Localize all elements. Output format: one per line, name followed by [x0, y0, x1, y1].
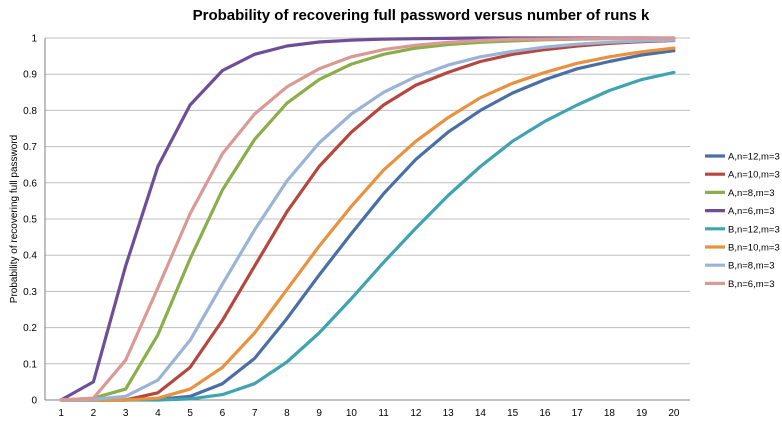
chart-title: Probability of recovering full password … — [193, 7, 650, 24]
legend-item: A,n=12,m=3 — [705, 152, 780, 163]
x-tick-label: 9 — [316, 408, 322, 419]
y-axis-label: Probability of recovering full password — [9, 135, 20, 303]
x-tick-label: 13 — [443, 408, 455, 419]
x-tick-label: 20 — [668, 408, 680, 419]
legend-label: B,n=6,m=3 — [728, 279, 774, 290]
x-tick-label: 1 — [58, 408, 64, 419]
y-tick-label: 0 — [31, 396, 37, 407]
x-tick-label: 12 — [410, 408, 422, 419]
legend-label: A,n=12,m=3 — [728, 152, 780, 163]
x-tick-label: 6 — [220, 408, 226, 419]
legend-item: A,n=10,m=3 — [705, 170, 780, 181]
y-axis-ticks: 0 0.1 0.2 0.3 0.4 0.5 0.6 0.7 0.8 0.9 1 — [23, 34, 37, 407]
x-tick-label: 10 — [346, 408, 358, 419]
legend-label: A,n=6,m=3 — [728, 206, 774, 217]
series-line-6 — [59, 46, 676, 402]
x-tick-label: 11 — [378, 408, 389, 419]
y-tick-label: 1 — [31, 34, 37, 45]
y-tick-label: 0.3 — [23, 287, 37, 298]
legend-item: B,n=8,m=3 — [705, 261, 774, 272]
legend-item: B,n=12,m=3 — [705, 224, 780, 235]
legend-item: B,n=6,m=3 — [705, 279, 774, 290]
x-tick-label: 18 — [604, 408, 616, 419]
series-line-2 — [59, 38, 676, 402]
y-tick-label: 0.8 — [23, 106, 37, 117]
grid — [45, 37, 690, 365]
plot-series — [59, 36, 676, 402]
x-tick-label: 14 — [475, 408, 487, 419]
legend-label: B,n=12,m=3 — [728, 224, 780, 235]
legend-label: B,n=8,m=3 — [728, 261, 774, 272]
x-tick-label: 2 — [91, 408, 97, 419]
x-tick-label: 3 — [123, 408, 129, 419]
series-line-5 — [59, 70, 676, 402]
legend: A,n=12,m=3 A,n=10,m=3 A,n=8,m=3 A,n=6,m=3 B,… — [705, 152, 780, 290]
y-tick-label: 0.1 — [23, 359, 37, 370]
y-tick-label: 0.4 — [23, 251, 37, 262]
x-tick-label: 19 — [636, 408, 648, 419]
x-tick-label: 7 — [252, 408, 258, 419]
y-tick-label: 0.5 — [23, 215, 37, 226]
series-line-7 — [59, 38, 676, 402]
x-tick-label: 5 — [187, 408, 193, 419]
y-tick-label: 0.2 — [23, 323, 37, 334]
legend-item: A,n=6,m=3 — [705, 206, 774, 217]
x-tick-label: 17 — [572, 408, 584, 419]
series-line-8 — [59, 36, 676, 402]
legend-item: B,n=10,m=3 — [705, 243, 780, 254]
y-tick-label: 0.7 — [23, 142, 37, 153]
x-tick-label: 8 — [284, 408, 290, 419]
y-tick-label: 0.9 — [23, 70, 37, 81]
legend-label: A,n=8,m=3 — [728, 188, 774, 199]
legend-label: A,n=10,m=3 — [728, 170, 780, 181]
x-axis-ticks: 1 2 3 4 5 6 7 8 9 10 11 12 13 14 15 16 17 18 19 20 — [58, 408, 680, 419]
legend-label: B,n=10,m=3 — [728, 243, 780, 254]
x-tick-label: 15 — [507, 408, 519, 419]
y-tick-label: 0.6 — [23, 178, 37, 189]
x-tick-label: 16 — [539, 408, 551, 419]
legend-item: A,n=8,m=3 — [705, 188, 774, 199]
x-tick-label: 4 — [155, 408, 161, 419]
